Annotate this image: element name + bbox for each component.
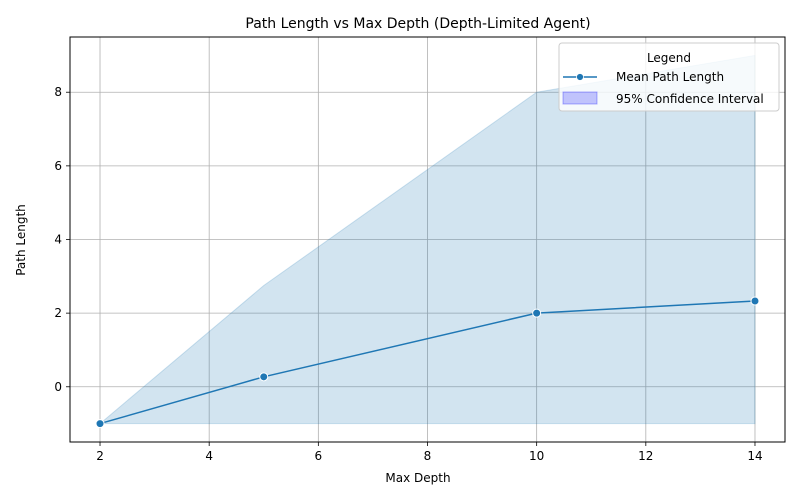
x-tick-label: 6 <box>315 449 323 463</box>
x-tick-label: 14 <box>747 449 762 463</box>
legend: Legend Mean Path Length 95% Confidence I… <box>558 42 780 112</box>
confidence-interval-band <box>98 54 756 425</box>
y-tick-label: 0 <box>54 380 62 394</box>
chart-title: Path Length vs Max Depth (Depth-Limited … <box>245 16 590 32</box>
legend-title: Legend <box>647 51 691 65</box>
legend-ci-swatch <box>562 91 598 105</box>
x-axis-label: Max Depth <box>385 471 450 485</box>
series-layer <box>95 296 760 429</box>
legend-marker-swatch <box>576 73 584 81</box>
data-point <box>750 296 760 306</box>
data-point <box>532 308 542 318</box>
x-tick-label: 8 <box>424 449 432 463</box>
data-point <box>95 419 105 429</box>
y-tick-label: 6 <box>54 159 62 173</box>
y-axis-ticks: 0 2 4 6 8 <box>54 85 70 394</box>
legend-entry-mean: Mean Path Length <box>616 70 724 84</box>
data-point <box>259 372 269 382</box>
series-line <box>99 300 756 425</box>
y-axis-label: Path Length <box>14 204 28 276</box>
x-tick-label: 12 <box>638 449 653 463</box>
y-tick-label: 8 <box>54 85 62 99</box>
x-tick-label: 4 <box>205 449 213 463</box>
confidence-band-layer <box>98 54 756 425</box>
legend-entry-ci: 95% Confidence Interval <box>616 92 764 106</box>
y-tick-label: 2 <box>54 306 62 320</box>
x-tick-label: 2 <box>96 449 104 463</box>
y-tick-label: 4 <box>54 233 62 247</box>
x-axis-ticks: 2 4 6 8 10 12 14 <box>96 442 763 463</box>
legend-box <box>558 42 780 112</box>
x-tick-label: 10 <box>529 449 544 463</box>
